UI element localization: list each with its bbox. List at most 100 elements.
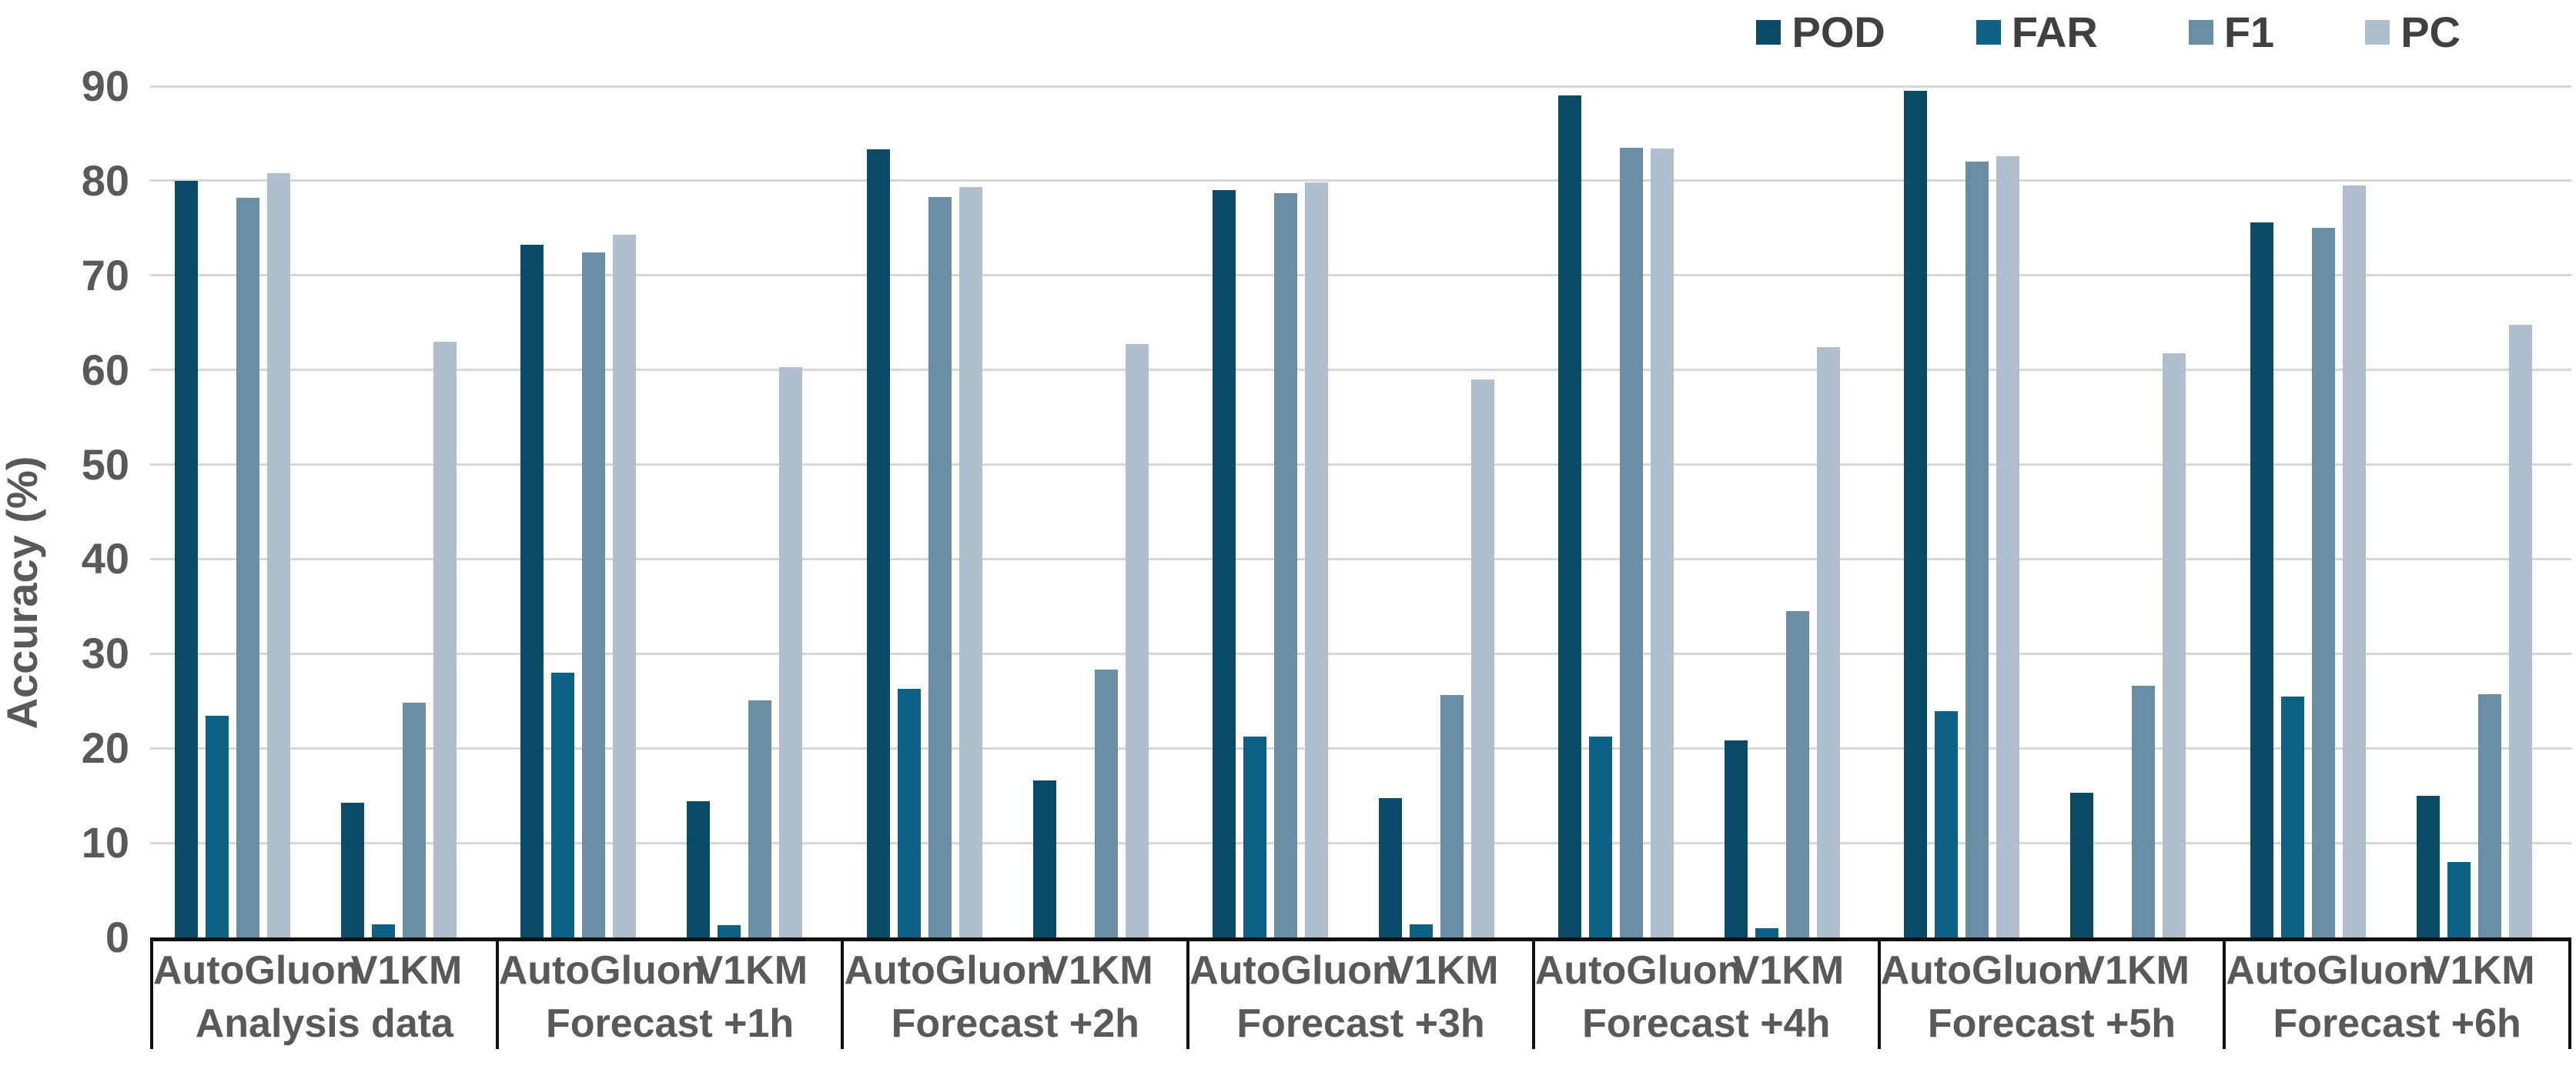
gridline xyxy=(150,85,2571,88)
gridline xyxy=(150,652,2571,655)
bar-pod xyxy=(2416,795,2440,937)
subgroup-label: V1KM xyxy=(2424,948,2535,993)
subgroup-label: V1KM xyxy=(1732,948,1845,993)
group-label: Forecast +2h xyxy=(891,1001,1139,1046)
bar-far xyxy=(206,716,229,937)
subgroup-label: AutoGluon xyxy=(498,948,706,993)
bar-far xyxy=(1243,737,1266,937)
bar-f1 xyxy=(748,700,772,937)
bar-pc xyxy=(2342,185,2366,937)
subgroup-label: V1KM xyxy=(1387,948,1499,993)
gridline xyxy=(150,841,2571,844)
subgroup-label: V1KM xyxy=(1042,948,1153,993)
bar-pod xyxy=(2250,222,2273,937)
y-tick-label: 60 xyxy=(81,345,129,394)
bar-pc xyxy=(1817,347,1841,937)
gridline xyxy=(150,747,2571,750)
y-tick-label: 50 xyxy=(81,439,129,489)
subgroup-label: AutoGluon xyxy=(2226,948,2433,993)
bar-f1 xyxy=(1094,670,1118,937)
subgroup-label: AutoGluon xyxy=(1880,948,2088,993)
x-axis-group: AutoGluon V1KM Forecast +6h xyxy=(2223,941,2568,1049)
subgroup-label: V1KM xyxy=(2078,948,2190,993)
bar-far xyxy=(897,688,921,937)
bar-pod xyxy=(866,149,890,937)
legend-item-far: FAR xyxy=(1975,8,2098,56)
x-axis-group: AutoGluon V1KM Forecast +1h xyxy=(495,941,841,1049)
gridline xyxy=(150,274,2571,277)
gridline xyxy=(150,463,2571,466)
legend-item-pod: POD xyxy=(1756,11,1885,54)
bar-far xyxy=(2447,861,2471,937)
legend-label: POD xyxy=(1791,8,1885,56)
bar-far xyxy=(1589,737,1613,937)
bar-far xyxy=(1755,927,1779,937)
bar-pc xyxy=(1470,379,1494,937)
bar-far xyxy=(551,672,575,937)
x-axis-group: AutoGluon V1KM Analysis data xyxy=(153,941,496,1049)
bar-pod xyxy=(1378,798,1402,937)
x-axis-group: AutoGluon V1KM Forecast +5h xyxy=(1877,941,2223,1049)
y-tick-label: 80 xyxy=(81,155,129,205)
group-label: Forecast +6h xyxy=(2273,1001,2521,1046)
y-tick-label: 90 xyxy=(81,62,129,110)
y-tick-label: 10 xyxy=(81,818,129,867)
bar-far xyxy=(1409,924,1433,937)
x-axis-group: AutoGluon V1KM Forecast +4h xyxy=(1531,941,1878,1049)
bar-pc xyxy=(433,341,457,937)
bar-pod xyxy=(687,801,711,937)
bar-pod xyxy=(520,245,544,937)
group-label: Forecast +5h xyxy=(1927,1001,2176,1046)
y-tick-label: 70 xyxy=(81,250,129,299)
y-axis-title: Accuracy (%) xyxy=(0,456,46,730)
x-axis-table: AutoGluon V1KM Analysis data AutoGluon V1KM F… xyxy=(150,937,2571,1049)
bar-far xyxy=(1935,711,1959,937)
bar-f1 xyxy=(1786,611,1810,937)
bar-pc xyxy=(2508,324,2532,937)
bar-pod xyxy=(1725,740,1748,937)
legend-label: FAR xyxy=(2011,8,2098,56)
bar-pc xyxy=(2163,353,2186,937)
bar-far xyxy=(718,925,741,937)
bar-far xyxy=(372,924,395,937)
bar-f1 xyxy=(2132,686,2156,937)
bar-pc xyxy=(613,234,637,937)
bar-f1 xyxy=(1440,695,1464,937)
bar-pc xyxy=(958,187,982,937)
bar-f1 xyxy=(582,252,606,937)
bar-f1 xyxy=(1965,162,1989,937)
bar-pc xyxy=(1996,155,2020,937)
bar-pod xyxy=(341,803,364,937)
legend-swatch-icon xyxy=(1756,20,1781,45)
bar-pod xyxy=(1904,91,1928,937)
subgroup-label: V1KM xyxy=(696,948,808,993)
bar-pc xyxy=(1304,182,1328,937)
subgroup-label: V1KM xyxy=(350,948,463,993)
gridline xyxy=(150,557,2571,560)
y-tick-label: 40 xyxy=(81,534,129,583)
group-label: Analysis data xyxy=(195,1001,453,1046)
bar-f1 xyxy=(928,196,952,937)
y-tick-label: 20 xyxy=(81,723,129,773)
y-tick-label: 0 xyxy=(105,913,129,961)
bar-pod xyxy=(1558,95,1582,937)
legend-label: PC xyxy=(2400,8,2461,56)
bar-pc xyxy=(1125,344,1149,937)
bar-pc xyxy=(267,173,290,937)
group-label: Forecast +3h xyxy=(1236,1001,1485,1046)
legend-item-pc: PC xyxy=(2365,11,2461,54)
bar-pc xyxy=(779,366,803,937)
bar-f1 xyxy=(1273,192,1297,937)
group-label: Forecast +4h xyxy=(1582,1001,1831,1046)
bar-pod xyxy=(1032,780,1056,937)
subgroup-label: AutoGluon xyxy=(1189,948,1397,993)
bar-f1 xyxy=(1620,147,1644,937)
subgroup-label: AutoGluon xyxy=(153,948,360,993)
legend-swatch-icon xyxy=(2365,20,2390,45)
legend-label: F1 xyxy=(2223,8,2275,56)
bar-pod xyxy=(2070,792,2094,937)
gridline xyxy=(150,179,2571,182)
gridline xyxy=(150,369,2571,372)
legend: POD FAR F1 PC xyxy=(1756,11,2461,54)
